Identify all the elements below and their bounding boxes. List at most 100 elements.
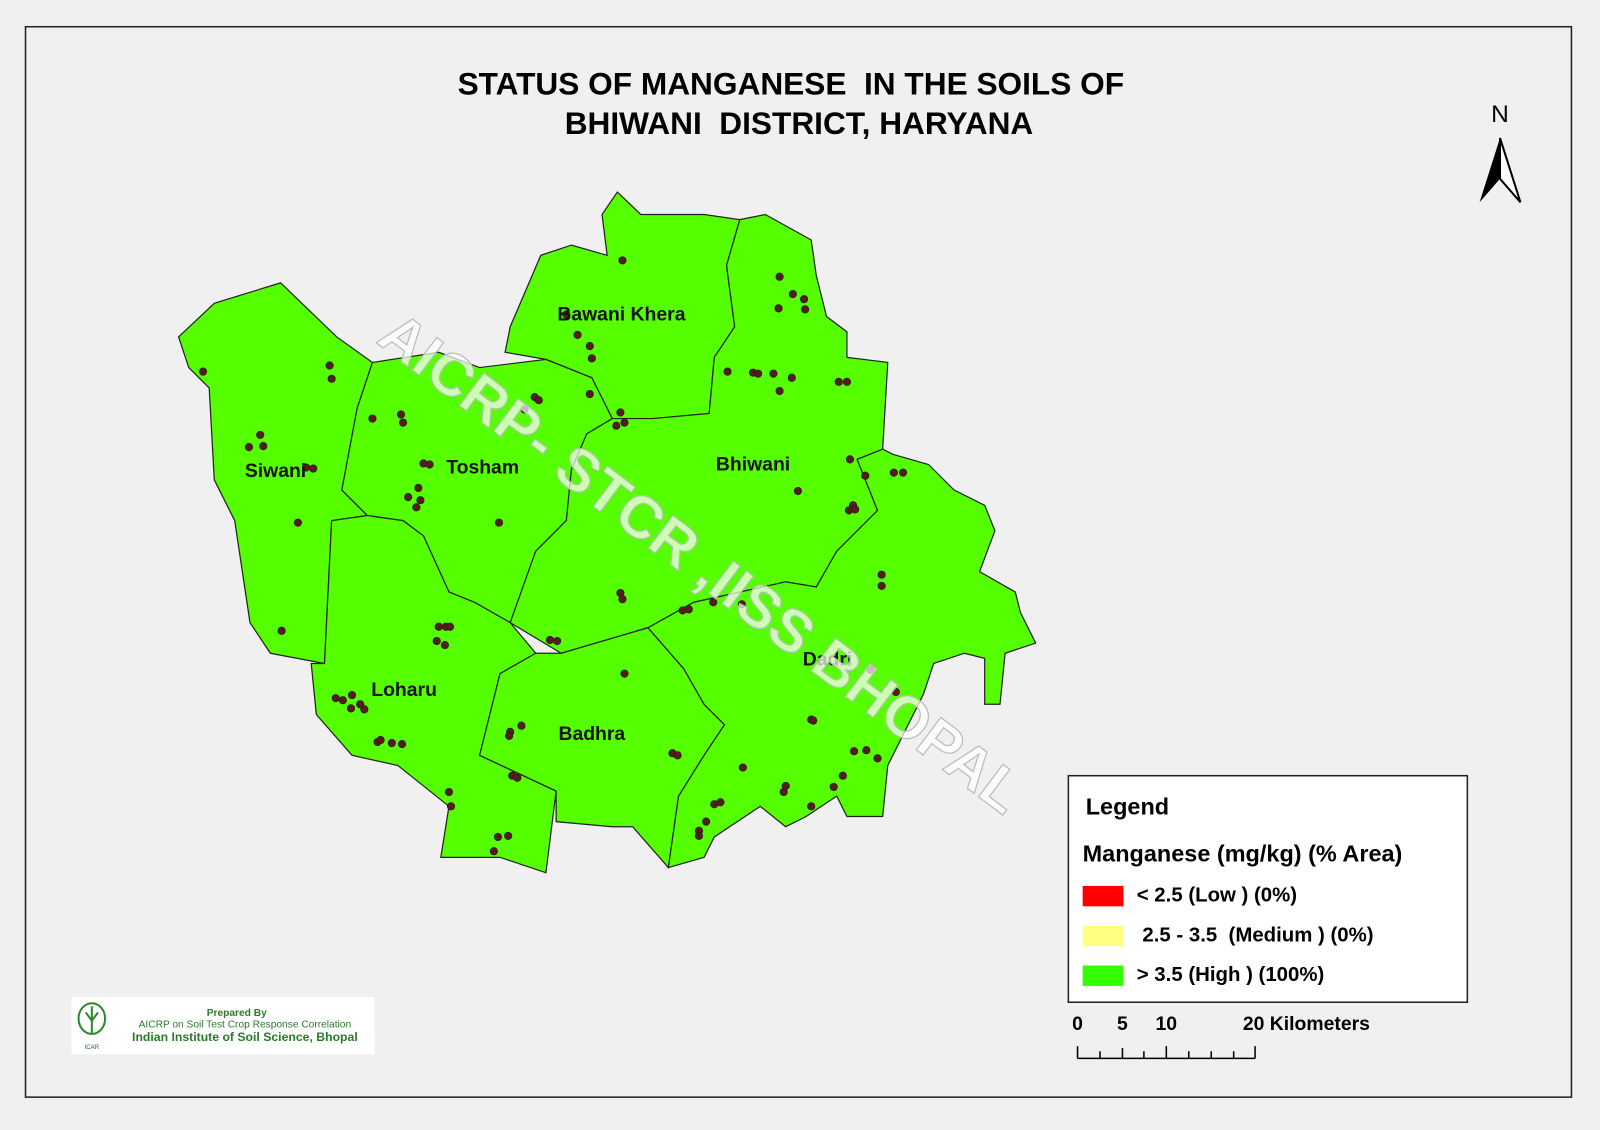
sample-point bbox=[396, 410, 406, 419]
sample-point bbox=[737, 600, 746, 609]
sample-point bbox=[376, 735, 385, 745]
sample-point bbox=[873, 754, 882, 763]
sample-point bbox=[346, 704, 356, 713]
sample-point bbox=[489, 847, 498, 856]
sample-point bbox=[616, 408, 625, 417]
sample-point bbox=[620, 669, 629, 678]
sample-point bbox=[198, 367, 208, 376]
sample-point bbox=[397, 740, 407, 749]
sample-point bbox=[612, 421, 621, 430]
sample-point bbox=[774, 304, 783, 313]
title-line: BHIWANI DISTRICT, HARYANA bbox=[565, 105, 1034, 141]
sample-point bbox=[620, 418, 629, 427]
credit-box bbox=[71, 997, 375, 1055]
sample-point bbox=[800, 295, 809, 304]
sample-point bbox=[775, 386, 784, 396]
north-label: N bbox=[1491, 101, 1509, 128]
sample-point bbox=[327, 374, 336, 383]
sample-point bbox=[788, 289, 797, 299]
sample-point bbox=[494, 518, 504, 527]
sample-point bbox=[398, 418, 408, 427]
sample-point bbox=[702, 817, 711, 826]
sample-point bbox=[425, 460, 434, 469]
sample-point bbox=[694, 831, 704, 841]
sample-point bbox=[573, 330, 582, 339]
region-label: Bhiwani bbox=[716, 454, 790, 476]
sample-point bbox=[445, 622, 455, 631]
district-map bbox=[177, 191, 1037, 874]
sample-point bbox=[434, 622, 443, 631]
sample-point bbox=[738, 763, 747, 772]
sample-point bbox=[338, 696, 347, 705]
sample-point bbox=[618, 256, 627, 265]
sample-point bbox=[709, 598, 718, 607]
scale-label: 20 Kilometers bbox=[1243, 1013, 1370, 1035]
sample-point bbox=[716, 798, 725, 807]
scale-label: 10 bbox=[1156, 1013, 1178, 1035]
sample-point bbox=[775, 272, 784, 281]
sample-point bbox=[259, 442, 268, 451]
sample-point bbox=[505, 731, 514, 741]
sample-point bbox=[545, 635, 555, 645]
sample-point bbox=[877, 581, 886, 591]
sample-point bbox=[513, 773, 522, 782]
sample-point bbox=[412, 503, 421, 512]
sample-point bbox=[504, 831, 513, 841]
legend: Legend Manganese (mg/kg) (% Area) < 2.5 … bbox=[1067, 774, 1469, 1004]
title-line: STATUS OF MANGANESE IN THE SOILS OF bbox=[458, 65, 1125, 101]
sample-point bbox=[898, 468, 908, 477]
sample-point bbox=[845, 455, 855, 464]
legend-swatch bbox=[1082, 965, 1124, 986]
sample-point bbox=[360, 705, 369, 714]
sample-point bbox=[861, 471, 870, 480]
sample-point bbox=[444, 787, 454, 797]
sample-point bbox=[842, 377, 852, 386]
sample-point bbox=[866, 665, 875, 674]
scale-ticks bbox=[1076, 1046, 1256, 1060]
sample-point bbox=[585, 342, 594, 351]
sample-point bbox=[562, 310, 571, 319]
sample-point bbox=[277, 626, 286, 635]
sample-point bbox=[850, 747, 859, 756]
sample-points bbox=[198, 256, 908, 856]
region-label: Loharu bbox=[371, 679, 437, 701]
sample-point bbox=[723, 367, 732, 376]
scale-bar: 0 5 10 20 Kilometers bbox=[1072, 1013, 1370, 1060]
legend-items: < 2.5 (Low ) (0%) 2.5 - 3.5 (Medium ) (0… bbox=[1082, 885, 1374, 986]
sample-point bbox=[807, 802, 816, 811]
region-label: Tosham bbox=[446, 457, 519, 479]
sample-point bbox=[347, 691, 357, 700]
region-label: Siwani bbox=[245, 460, 306, 482]
sample-point bbox=[368, 414, 377, 423]
sample-point bbox=[834, 377, 843, 386]
legend-box bbox=[1067, 774, 1469, 1004]
sample-point bbox=[440, 641, 449, 650]
sample-point bbox=[793, 486, 803, 496]
sample-point bbox=[387, 738, 396, 748]
sample-point bbox=[754, 369, 763, 378]
sample-point bbox=[244, 443, 254, 452]
sample-point bbox=[585, 389, 594, 399]
legend-label: < 2.5 (Low ) (0%) bbox=[1137, 885, 1297, 907]
sample-point bbox=[293, 518, 303, 527]
sample-point bbox=[829, 782, 838, 792]
legend-swatch bbox=[1082, 885, 1124, 907]
sample-point bbox=[416, 496, 425, 505]
sample-point bbox=[520, 405, 529, 414]
logo: ICAR bbox=[77, 1002, 107, 1051]
legend-subtitle: Manganese (mg/kg) (% Area) bbox=[1083, 841, 1403, 867]
sample-point bbox=[809, 716, 818, 725]
credit-line: AICRP on Soil Test Crop Response Correla… bbox=[139, 1019, 352, 1030]
north-arrow bbox=[1479, 137, 1522, 203]
sample-point bbox=[309, 464, 318, 473]
legend-label: 2.5 - 3.5 (Medium ) (0%) bbox=[1137, 924, 1374, 946]
legend-title: Legend bbox=[1086, 794, 1169, 820]
sample-point bbox=[787, 373, 796, 382]
sample-point bbox=[404, 493, 413, 502]
legend-label: > 3.5 (High ) (100%) bbox=[1137, 964, 1325, 986]
sample-point bbox=[769, 369, 778, 378]
sample-point bbox=[414, 483, 423, 493]
scale-label: 5 bbox=[1117, 1013, 1128, 1035]
